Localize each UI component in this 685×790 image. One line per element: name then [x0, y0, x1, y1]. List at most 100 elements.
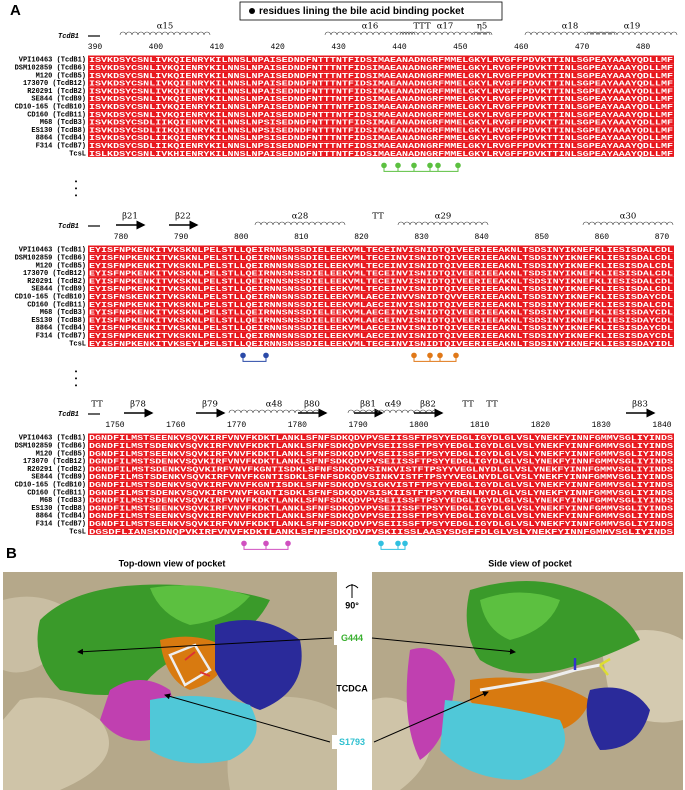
ruler-number: 840 [474, 233, 489, 242]
ruler-number: 460 [514, 43, 529, 52]
alignment-row [88, 339, 674, 347]
sequence-name: M120 (TcdB5) [36, 72, 86, 80]
alignment-row [88, 472, 674, 481]
ruler-number: 1780 [288, 421, 307, 430]
label-bg [334, 631, 370, 645]
ruler-number: 790 [174, 233, 189, 242]
helix [119, 31, 211, 36]
sequence-name: CD10-165 (TcdB10) [15, 294, 86, 302]
ligand-label: TCDCA [336, 683, 368, 693]
structure-label: α28 [292, 212, 309, 222]
alignment-row [88, 63, 674, 72]
structure-label: α18 [562, 22, 579, 32]
pocket-residue [402, 540, 408, 547]
ruler-number: 1810 [470, 421, 489, 430]
sequence-name: CD160 (TcdB11) [27, 301, 86, 309]
helix [473, 31, 493, 36]
pocket-residue [381, 162, 387, 169]
sequence: EYISFNPKENKITVKSKNLPELSTLLQEIRNNSNSSDIEL… [89, 286, 674, 294]
sequence-name: ES130 (TcdB8) [31, 505, 86, 513]
ruler-number: 470 [575, 43, 590, 52]
sequence-name: TcsL [69, 150, 86, 158]
sequence: EYISFNPKENKITVKSKNLPELSTLLQEIRNNSNSSDIEL… [89, 325, 674, 333]
ruler-number: 1800 [409, 421, 428, 430]
structure-label: β78 [130, 400, 146, 410]
alignment-row [88, 141, 674, 150]
alignment-row [88, 519, 674, 528]
sequence-name: VPI10463 (TcdB1) [19, 435, 86, 443]
sequence: ISVKDSYCSNLIVKQIENRYKILNNSLNPAISEDNDFNTT… [89, 104, 673, 112]
sequence-name: VPI10463 (TcdB1) [19, 57, 86, 65]
ruler-number: 860 [595, 233, 610, 242]
ruler-number: 830 [414, 233, 429, 242]
sequence-name: F314 (TcdB7) [36, 521, 86, 529]
sequence-name: 173070 (TcdB12) [23, 270, 86, 278]
ruler-number: 1830 [592, 421, 611, 430]
pocket-residue [437, 352, 443, 359]
sequence: EYISFNPKENKITVKSKNLPELSTLLQEIRNNSNSSDIEL… [89, 317, 674, 325]
alignment-row [88, 284, 674, 293]
helix [586, 31, 678, 36]
view-title: Top-down view of pocket [119, 558, 226, 568]
helix [254, 221, 346, 226]
ruler-number: 850 [535, 233, 550, 242]
sequence: EYISFNPKENKITVKSKNLPELSTLLQEIRNNSNSSDIEL… [89, 278, 674, 286]
structure-label: β81 [360, 400, 376, 410]
sequence: EYISFNPKENKITVKSKNLPELSTLLQEIRNNSNSSDIEL… [89, 247, 674, 255]
ruler-number: 1790 [349, 421, 368, 430]
sequence: DGNDFILMSTSDENKVSQVKIRFVNVFKDKTLANKLSFNF… [89, 498, 674, 506]
rotation-icon [345, 584, 359, 598]
alignment-row [88, 441, 674, 450]
pocket-bracket [413, 353, 457, 362]
helix [582, 221, 674, 226]
sequence: ISVKDSYCSNLIVKQIENRYKILNNSLNPAISEDNDFNTT… [89, 73, 673, 81]
right-surface [372, 572, 683, 790]
ellipsis-dot [75, 194, 77, 197]
ellipsis-dot [75, 187, 77, 190]
alignment-row [88, 433, 674, 442]
alignment-row [88, 261, 674, 269]
ruler-number: 800 [234, 233, 249, 242]
view-title: Side view of pocket [488, 558, 572, 568]
structure-label: β21 [122, 212, 138, 222]
sequence-name: CD10-165 (TcdB10) [15, 482, 86, 490]
sequence-name: DSM102859 (TcdB6) [15, 65, 86, 73]
panel-label: B [6, 545, 17, 562]
alignment-row [88, 300, 674, 308]
ellipsis-dot [75, 180, 77, 183]
sequence: ISVKDSYCSNLIVKQIENRYKILNNSLNPAISEDNDFNTT… [89, 65, 673, 73]
sequence-name: CD10-165 (TcdB10) [15, 104, 86, 112]
ruler-number: 1840 [652, 421, 671, 430]
ruler-number: 480 [636, 43, 651, 52]
pocket-residue [263, 540, 269, 547]
structure-label: α49 [385, 400, 402, 410]
sequence-name: TcsL [69, 340, 86, 348]
alignment-row [88, 102, 674, 111]
sequence: DGNDFILMSTSEENKVSQVKIRFVNVFKDKTLANKLSFNF… [89, 435, 674, 443]
pocket-bracket [383, 163, 459, 172]
ruler-number: 870 [655, 233, 670, 242]
sequence-name: M68 (TcdB3) [40, 497, 86, 505]
alignment-row [88, 495, 674, 504]
ruler-number: 1760 [166, 421, 185, 430]
helix [324, 31, 416, 36]
sequence-name: SE844 (TcdB9) [31, 474, 86, 482]
structure-label: α30 [620, 212, 637, 222]
alignment-row [88, 276, 674, 285]
sequence-name: F314 (TcdB7) [36, 143, 86, 151]
legend-box [239, 1, 503, 21]
alignment-row [88, 307, 674, 316]
sequence: DGNDFILMSTSEENKVSQVKIRFVNVFKDKTLANKLSFNF… [89, 513, 674, 521]
pocket-residue [427, 352, 433, 359]
sequence-name: 8864 (TcdB4) [36, 325, 86, 333]
pocket-residue [240, 352, 246, 359]
ruler-number: 780 [114, 233, 129, 242]
sequence: DGNDFILMSTSDENKVSQVKIRFVNVFKGNTISDKLSFNF… [89, 482, 674, 490]
sequence: EYISFNPKENKITVKSKNLPELSTLLQEIRNNSNSSDIEL… [89, 333, 674, 341]
ruler-number: 1770 [227, 421, 246, 430]
structure-label: α48 [266, 400, 283, 410]
structure-label: α29 [435, 212, 452, 222]
sequence-name: DSM102859 (TcdB6) [15, 255, 86, 263]
structure-label: TT [486, 400, 498, 410]
alignment-row [88, 527, 674, 535]
